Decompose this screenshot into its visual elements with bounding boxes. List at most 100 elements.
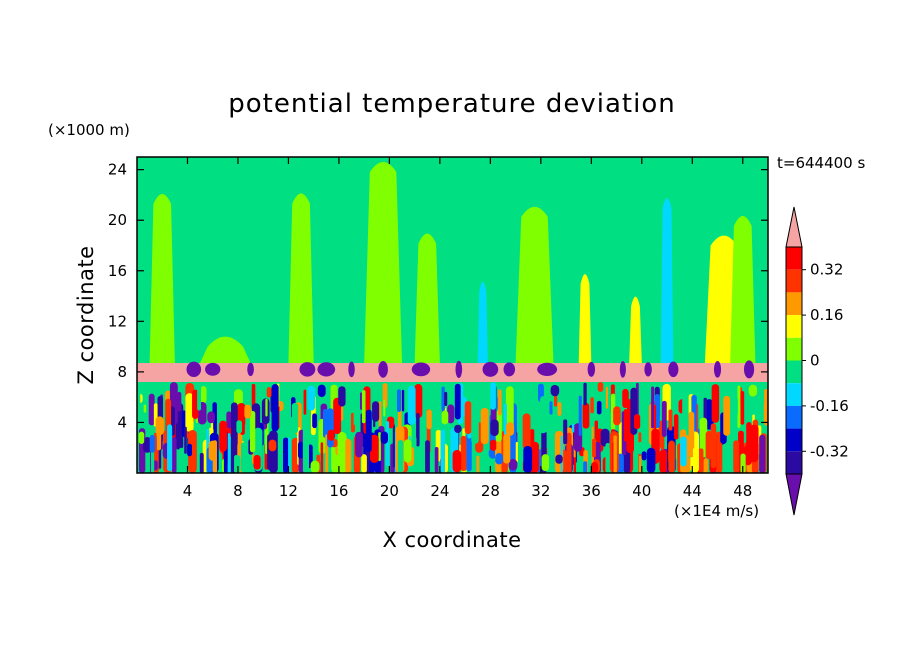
turbulence-cell [590, 462, 599, 473]
inversion-layer [137, 363, 768, 382]
inversion-blob [299, 362, 316, 377]
turbulence-cell [505, 386, 514, 432]
turbulence-cell [345, 438, 352, 473]
turbulence-cell [711, 384, 720, 423]
turbulence-cell [452, 449, 462, 473]
turbulence-cell [563, 419, 568, 445]
turbulence-cell [699, 448, 704, 473]
turbulence-cell [200, 386, 207, 404]
turbulence-cell [233, 389, 243, 406]
colorbar-label: 0 [810, 352, 820, 370]
turbulence-cell [673, 414, 679, 440]
turbulence-cell [540, 396, 547, 434]
colorbar-segment [786, 451, 802, 474]
turbulence-cell [327, 408, 334, 448]
turbulence-cell [682, 396, 691, 432]
upper-band [515, 206, 554, 364]
x-tick-label: 16 [329, 482, 348, 500]
turbulence-cell [303, 389, 307, 415]
turbulence-cell [185, 393, 194, 432]
turbulence-cell [571, 423, 575, 433]
turbulence-cell [171, 437, 177, 473]
colorbar-segment [786, 337, 802, 361]
inversion-blob [743, 360, 755, 379]
colorbar-segment [786, 292, 802, 316]
turbulence-cell [654, 404, 657, 437]
turbulence-cell [651, 386, 655, 429]
turbulence-cell [177, 391, 182, 412]
colorbar-segment [786, 428, 802, 452]
turbulence-cell [253, 454, 261, 470]
turbulence-cell [333, 397, 342, 435]
turbulence-cell [323, 408, 328, 438]
turbulence-cell [498, 389, 502, 416]
turbulence-cell [226, 411, 232, 429]
turbulence-cell [380, 431, 389, 444]
inversion-blob [247, 362, 254, 377]
x-tick-label: 48 [733, 482, 752, 500]
turbulence-cell [230, 402, 238, 447]
turbulence-cell [523, 445, 533, 473]
turbulence-cell [233, 454, 241, 473]
turbulence-cell [365, 409, 372, 453]
turbulence-cell [557, 402, 562, 416]
turbulence-cell [397, 439, 404, 473]
turbulence-cell [184, 426, 187, 454]
turbulence-cell [302, 427, 309, 473]
turbulence-cell [167, 424, 173, 472]
turbulence-cell [641, 451, 647, 461]
turbulence-cell [414, 384, 423, 419]
turbulence-cell [425, 440, 430, 473]
turbulence-cell [143, 404, 147, 413]
x-tick-label: 24 [430, 482, 449, 500]
inversion-blob [205, 362, 221, 376]
time-label: t=644400 s [777, 154, 865, 172]
turbulence-cell [271, 384, 279, 432]
upper-band [629, 296, 642, 364]
upper-band [730, 216, 756, 364]
colorbar-label: -0.32 [810, 442, 849, 460]
turbulence-cell [378, 432, 381, 462]
turbulence-cell [703, 458, 708, 473]
upper-layer-bands [149, 162, 756, 364]
turbulence-cell [737, 385, 741, 428]
upper-band [414, 233, 440, 364]
colorbar-segment [786, 247, 802, 270]
x-tick-label: 20 [380, 482, 399, 500]
turbulence-cell [426, 409, 432, 430]
turbulence-cell [668, 440, 675, 473]
turbulence-cell [310, 460, 320, 473]
turbulence-cell [613, 435, 617, 473]
turbulence-cell [317, 384, 326, 398]
colorbar-segment [786, 405, 802, 429]
turbulence-cell [355, 431, 363, 458]
upper-band [364, 162, 403, 364]
turbulence-cell [490, 419, 499, 437]
y-tick-label: 8 [117, 363, 127, 381]
turbulence-cell [590, 397, 594, 414]
turbulence-cell [688, 411, 695, 458]
turbulence-cell [578, 395, 582, 436]
turbulence-cell [142, 437, 152, 453]
turbulence-cell [639, 455, 642, 473]
turbulence-cell [661, 400, 667, 437]
turbulence-cell [560, 435, 563, 473]
turbulence-cell [460, 435, 467, 472]
turbulence-cell [244, 404, 252, 419]
inversion-blob [668, 361, 679, 378]
turbulence-cell [230, 437, 235, 473]
colorbar-label: -0.16 [810, 397, 849, 415]
y-tick-label: 12 [108, 312, 127, 330]
turbulence-cell [297, 441, 304, 459]
turbulence-cell [476, 455, 480, 473]
turbulence-cell [219, 420, 228, 452]
turbulence-cell [646, 447, 656, 473]
turbulence-cell [740, 390, 745, 425]
y-tick-label: 24 [108, 161, 127, 179]
turbulence-cell [385, 421, 390, 467]
x-tick-label: 8 [233, 482, 243, 500]
inversion-blob [503, 362, 516, 377]
turbulence-cell [337, 431, 347, 473]
turbulence-cell [320, 442, 324, 473]
